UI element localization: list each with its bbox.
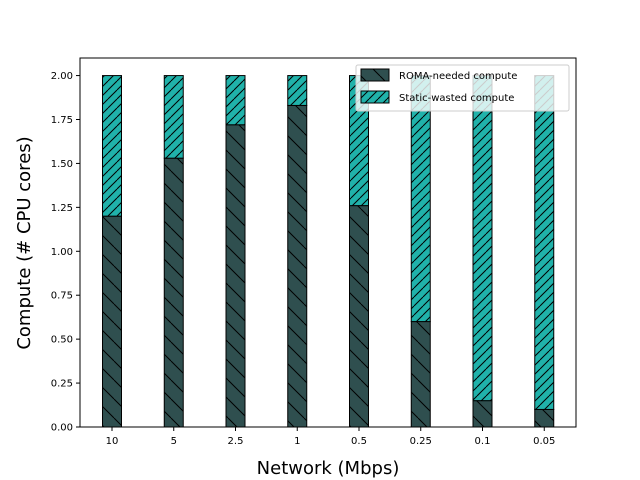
bar-series1-10-hatch — [102, 215, 122, 428]
bar-series1-1-hatch — [287, 104, 308, 428]
bar-series1-2p5-hatch — [225, 124, 246, 428]
plot-frame — [79, 57, 577, 428]
bars-group — [102, 75, 555, 428]
y-tick-label: 1.75 — [51, 115, 73, 126]
y-tick-label: 0.75 — [51, 291, 73, 302]
bar-series2-0p25-hatch — [410, 75, 431, 323]
x-tick-label: 0.1 — [475, 436, 491, 447]
y-tick-label: 0.00 — [51, 423, 73, 434]
bar-series2-5-hatch — [163, 75, 184, 159]
bar-series2-1-hatch — [287, 75, 308, 106]
bar-series1-5-hatch — [163, 157, 184, 428]
x-tick-label: 1 — [294, 436, 300, 447]
bar-series1-0p05-hatch — [534, 408, 555, 428]
y-tick-label: 1.50 — [51, 159, 73, 170]
bar-series1-0p5-hatch — [349, 205, 369, 428]
axes-group: 0.00 0.25 0.50 0.75 1.00 1.25 1.50 1.75 2.00 10 5 2… — [51, 57, 577, 447]
x-tick-label: 0.5 — [351, 436, 367, 447]
y-axis-label: Compute (# CPU cores) — [14, 136, 35, 349]
bar-series1-0p1-hatch — [472, 400, 493, 428]
y-tick-label: 2.00 — [51, 71, 73, 82]
legend-swatch-hatch — [360, 90, 390, 104]
x-axis-label: Network (Mbps) — [257, 458, 400, 479]
legend-label: Static-wasted compute — [399, 93, 514, 104]
x-tick-label: 5 — [171, 436, 177, 447]
legend-frame — [355, 64, 570, 112]
x-tick-label: 2.5 — [228, 436, 244, 447]
bar-series1-0p25-hatch — [410, 321, 431, 428]
legend-swatch-hatch — [360, 68, 390, 82]
x-tick-label: 10 — [106, 436, 119, 447]
bar-series2-0p05-hatch — [534, 75, 555, 410]
bar-series2-0p1-hatch — [472, 75, 493, 402]
y-tick-label: 1.25 — [51, 203, 73, 214]
bar-series2-2p5-hatch — [225, 75, 246, 126]
y-tick-label: 0.25 — [51, 379, 73, 390]
x-tick-label: 0.25 — [410, 436, 432, 447]
x-tick-label: 0.05 — [533, 436, 555, 447]
bar-series2-10-hatch — [102, 75, 122, 217]
legend: ROMA-needed compute Static-wasted compute — [355, 64, 570, 112]
legend-label: ROMA-needed compute — [399, 71, 517, 82]
y-tick-label: 1.00 — [51, 247, 73, 258]
y-tick-label: 0.50 — [51, 335, 73, 346]
